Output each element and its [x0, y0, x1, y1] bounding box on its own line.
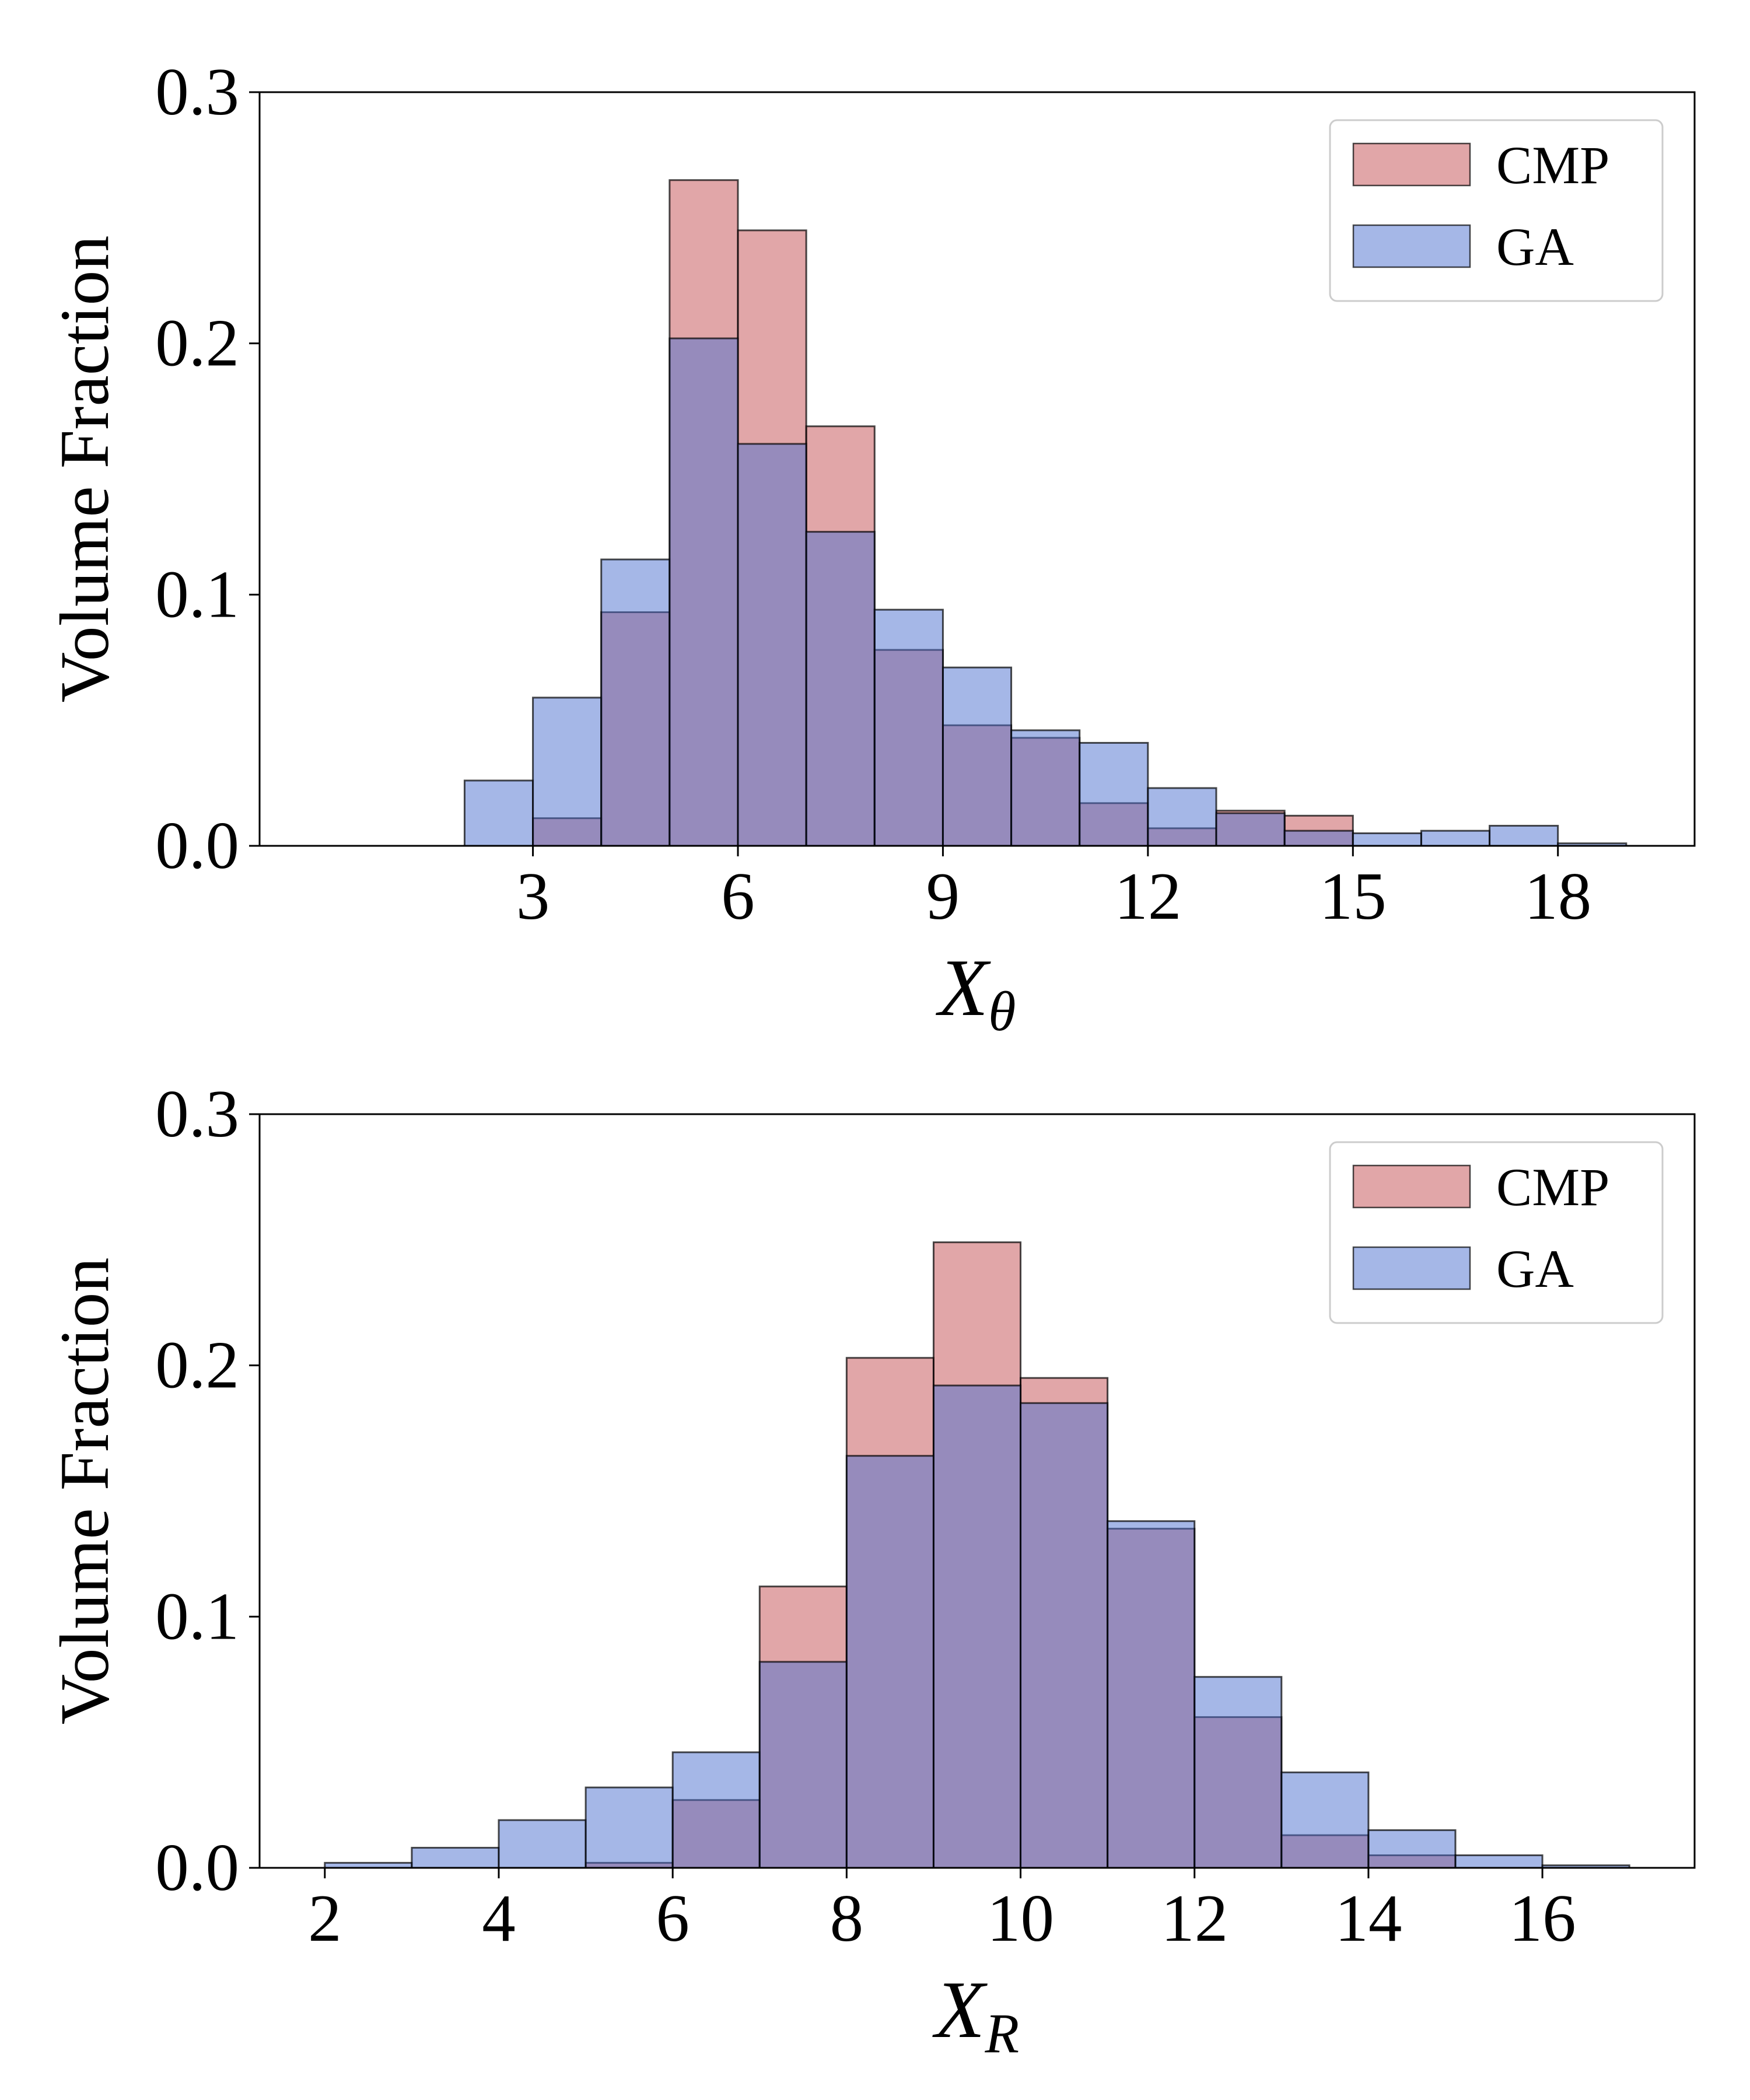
bar-ga-12 [1367, 1829, 1457, 1869]
x-axis-label: XR [932, 1965, 1019, 2064]
legend-swatch-ga [1352, 1246, 1471, 1290]
legend-label-ga: GA [1496, 217, 1574, 276]
bars-group [324, 1241, 1630, 1869]
bar-ga-15 [1489, 825, 1559, 847]
x-tick-label: 6 [656, 1881, 690, 1955]
bar-ga-10 [1147, 787, 1217, 847]
bar-ga-10 [1194, 1676, 1283, 1869]
legend: CMP GA [1329, 119, 1664, 302]
x-tick-label: 6 [721, 859, 755, 933]
x-axis-ticks: 3 6 9 12 15 18 [516, 846, 1591, 933]
y-axis-label: Volume Fraction [46, 1257, 123, 1724]
bar-ga-8 [1010, 729, 1081, 847]
legend-swatch-cmp [1352, 142, 1471, 187]
x-tick-label: 14 [1335, 1881, 1402, 1955]
legend-label-cmp: CMP [1496, 135, 1609, 195]
x-axis-label-subscript: θ [988, 980, 1016, 1042]
legend-swatch-ga [1352, 224, 1471, 268]
x-axis-label-subscript: R [984, 2002, 1019, 2064]
bar-ga-3 [584, 1786, 674, 1869]
x-tick-label: 9 [926, 859, 960, 933]
legend: CMP GA [1329, 1141, 1664, 1324]
bar-ga-5 [805, 531, 876, 847]
bar-ga-13 [1454, 1854, 1544, 1869]
bars-group [463, 179, 1628, 847]
x-axis-ticks: 2 4 6 8 10 12 14 16 [308, 1868, 1576, 1955]
y-tick-label: 0.1 [155, 557, 239, 631]
y-tick-label: 0.3 [155, 55, 239, 129]
bar-ga-12 [1283, 830, 1354, 847]
bar-ga-1 [532, 696, 603, 847]
bar-ga-9 [1079, 741, 1149, 847]
y-tick-label: 0.1 [155, 1579, 239, 1653]
bar-ga-8 [1020, 1402, 1109, 1869]
x-tick-label: 16 [1509, 1881, 1576, 1955]
bar-ga-14 [1420, 830, 1491, 847]
legend-swatch-cmp [1352, 1164, 1471, 1209]
bar-ga-1 [411, 1847, 500, 1869]
bar-ga-7 [942, 666, 1013, 847]
y-tick-label: 0.0 [155, 1831, 239, 1905]
histogram-chart-x-r: 0.0 0.1 0.2 0.3 2 4 6 8 10 12 14 16 Volume Fractio… [46, 1077, 1696, 2064]
y-axis-label: Volume Fraction [46, 235, 123, 702]
legend-label-cmp: CMP [1496, 1157, 1609, 1217]
y-tick-label: 0.2 [155, 1328, 239, 1402]
x-tick-label: 10 [987, 1881, 1054, 1955]
y-tick-label: 0.3 [155, 1077, 239, 1151]
bar-ga-11 [1215, 812, 1286, 847]
bar-ga-2 [498, 1819, 587, 1869]
y-tick-label: 0.2 [155, 306, 239, 380]
x-tick-label: 12 [1161, 1881, 1228, 1955]
x-tick-label: 4 [482, 1881, 516, 1955]
legend-label-ga: GA [1496, 1239, 1574, 1298]
bar-ga-13 [1352, 832, 1422, 847]
x-axis-label: Xθ [936, 943, 1016, 1042]
histogram-chart-x-theta: 0.0 0.1 0.2 0.3 3 6 9 12 15 18 Volume Fraction X… [46, 55, 1696, 1042]
y-axis-ticks: 0.0 0.1 0.2 0.3 [155, 55, 260, 883]
y-tick-label: 0.0 [155, 808, 239, 883]
bar-ga-9 [1107, 1520, 1196, 1869]
x-tick-label: 3 [516, 859, 550, 933]
bar-ga-11 [1280, 1771, 1370, 1869]
bar-ga-0 [463, 779, 534, 847]
bar-ga-2 [600, 558, 671, 847]
bar-ga-5 [758, 1661, 848, 1869]
axes-frame [258, 91, 1696, 847]
x-tick-label: 18 [1524, 859, 1591, 933]
x-axis-label-main: X [932, 1965, 988, 2055]
bar-ga-4 [737, 443, 807, 847]
x-tick-label: 2 [308, 1881, 342, 1955]
bar-ga-6 [873, 608, 944, 847]
bar-ga-7 [932, 1384, 1022, 1869]
x-tick-label: 12 [1114, 859, 1181, 933]
x-tick-label: 8 [830, 1881, 864, 1955]
bar-ga-4 [671, 1751, 761, 1869]
y-axis-ticks: 0.0 0.1 0.2 0.3 [155, 1077, 260, 1905]
x-axis-label-main: X [936, 943, 992, 1033]
axes-frame [258, 1113, 1696, 1869]
bar-ga-6 [845, 1455, 935, 1869]
x-tick-label: 15 [1320, 859, 1387, 933]
bar-ga-3 [668, 337, 739, 847]
